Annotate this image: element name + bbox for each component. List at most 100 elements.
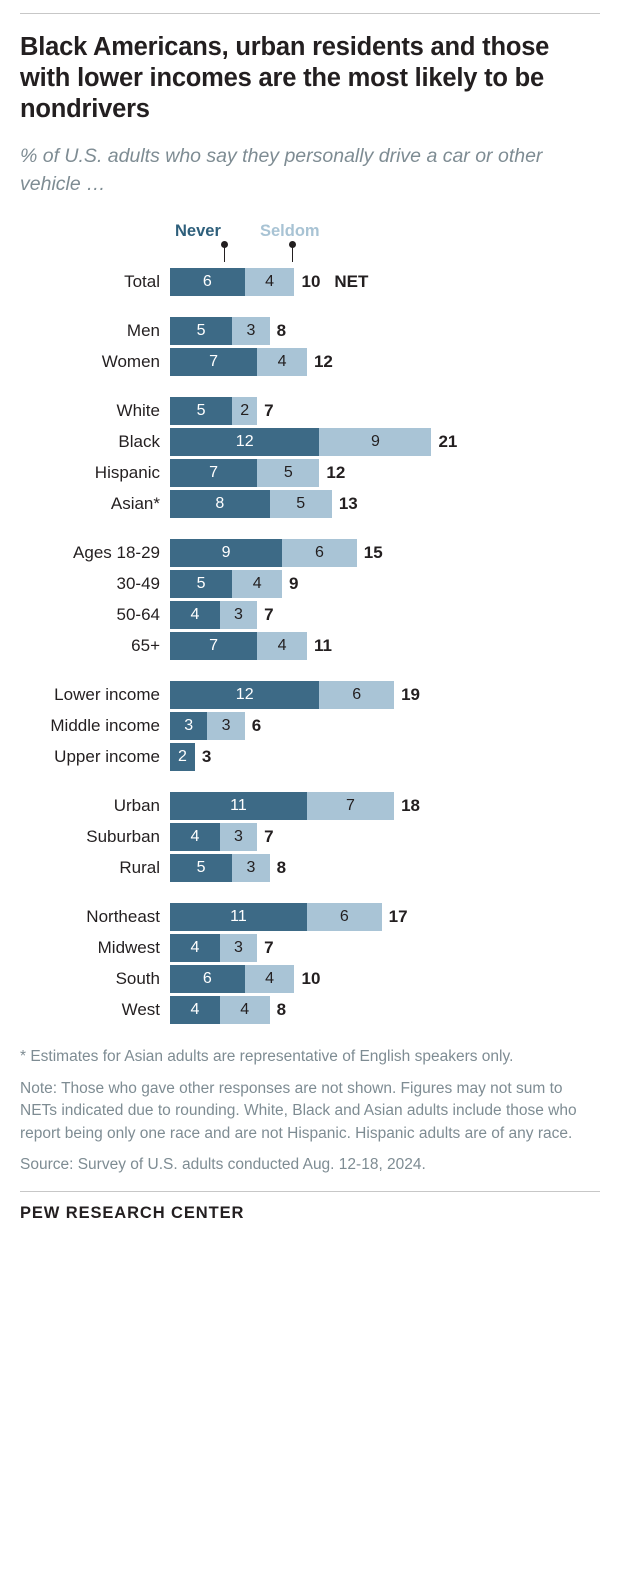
net-value: 19 [401, 685, 420, 704]
row-label: West [121, 1000, 160, 1019]
chart-row: Asian* 8 5 13 [20, 490, 600, 518]
chart-row: Rural 5 3 8 [20, 854, 600, 882]
chart-subtitle: % of U.S. adults who say they personally… [20, 145, 543, 195]
net-value: 12 [326, 463, 346, 482]
bar-segment-seldom: 9 [319, 428, 432, 456]
infographic-page: Black Americans, urban residents and tho… [0, 13, 620, 1593]
bar-segment-seldom: 6 [306, 903, 382, 931]
bar-segment-seldom: 3 [219, 934, 258, 962]
row-label: Rural [119, 858, 160, 877]
brand-label: PEW RESEARCH CENTER [20, 1203, 245, 1222]
bar-segment-seldom: 3 [232, 854, 270, 882]
row-label: Hispanic [94, 463, 160, 482]
chart-row: 30-49 5 4 9 [20, 570, 600, 598]
bar-segment-seldom: 3 [232, 317, 270, 345]
stacked-bar-chart: Never Seldom Total 6 4 10 NET Men 5 3 8 Women 7 4 12… [20, 222, 600, 1024]
row-label: Midwest [97, 938, 160, 957]
chart-row: Middle income 3 3 6 [20, 712, 600, 740]
legend-leader-never [224, 244, 225, 262]
row-label: 65+ [131, 636, 160, 655]
row-label: Middle income [50, 716, 160, 735]
net-value: 9 [289, 574, 299, 593]
net-value: 7 [264, 938, 274, 957]
bar-segment-seldom: 3 [207, 712, 245, 740]
bar-segment-seldom: 3 [219, 823, 258, 851]
net-value: 18 [401, 796, 420, 815]
bar-segment-never: 9 [170, 539, 283, 567]
bar-segment-never: 11 [170, 792, 307, 820]
chart-row: West 4 4 8 [20, 996, 600, 1024]
row-label: Upper income [54, 747, 160, 766]
top-divider [20, 13, 600, 14]
bar-segment-seldom: 3 [219, 601, 258, 629]
row-bars: 12 6 [170, 681, 395, 709]
row-bars: 12 9 [170, 428, 432, 456]
chart-row: Hispanic 7 5 12 [20, 459, 600, 487]
net-value: 8 [276, 858, 287, 877]
chart-row: Lower income 12 6 19 [20, 681, 600, 709]
bar-segment-never: 11 [170, 903, 307, 931]
legend-dot-seldom [289, 241, 296, 248]
chart-row: Men 5 3 8 [20, 317, 600, 345]
net-value: 10 [301, 969, 321, 988]
bar-segment-never: 7 [170, 459, 258, 487]
bar-segment-never: 12 [170, 428, 320, 456]
bar-segment-never: 5 [170, 570, 233, 598]
net-value: 12 [313, 352, 333, 371]
net-value: 7 [264, 401, 274, 420]
row-bars: 11 6 [170, 903, 382, 931]
bar-segment-never: 5 [170, 854, 233, 882]
bar-segment-never: 4 [170, 823, 220, 851]
chart-row: Upper income 2 3 [20, 743, 600, 771]
bar-segment-seldom: 2 [232, 397, 258, 425]
bar-segment-seldom: 6 [282, 539, 357, 567]
bar-segment-never: 8 [170, 490, 270, 518]
net-value: 11 [313, 636, 332, 655]
legend-item-never: Never [175, 222, 221, 240]
bar-segment-never: 4 [170, 934, 220, 962]
row-label: Northeast [86, 907, 160, 926]
chart-row: South 6 4 10 [20, 965, 600, 993]
bar-segment-seldom: 7 [306, 792, 395, 820]
row-label: Urban [113, 796, 160, 815]
chart-row: White 5 2 7 [20, 397, 600, 425]
row-label: Total [124, 272, 160, 291]
chart-legend: Never Seldom [20, 222, 600, 268]
row-label: South [115, 969, 160, 988]
chart-row: Suburban 4 3 7 [20, 823, 600, 851]
legend-dot-never [221, 241, 228, 248]
footnote-note: Note: Those who gave other responses are… [20, 1079, 577, 1142]
net-value: 13 [338, 494, 358, 513]
footnote-asterisk: * Estimates for Asian adults are represe… [20, 1048, 514, 1065]
chart-row: Total 6 4 10 NET [20, 268, 600, 296]
bar-segment-seldom: 5 [257, 459, 320, 487]
row-label: Black [118, 432, 160, 451]
net-value: 8 [276, 1000, 287, 1019]
row-label: 30-49 [116, 574, 160, 593]
bar-segment-never: 6 [170, 965, 245, 993]
bar-segment-never: 6 [170, 268, 245, 296]
row-label: Asian* [110, 494, 160, 513]
bar-segment-never: 5 [170, 317, 233, 345]
chart-row: Urban 11 7 18 [20, 792, 600, 820]
chart-rows: Total 6 4 10 NET Men 5 3 8 Women 7 4 12 White 5 2 7 Black… [20, 268, 600, 1024]
row-label: Suburban [86, 827, 160, 846]
chart-row: 65+ 7 4 11 [20, 632, 600, 660]
chart-row: Women 7 4 12 [20, 348, 600, 376]
row-bars: 2 [170, 743, 195, 771]
legend-item-seldom: Seldom [260, 222, 320, 240]
net-value: 15 [363, 543, 383, 562]
net-value: 21 [438, 432, 458, 451]
legend-leader-seldom [292, 244, 293, 262]
bar-segment-seldom: 4 [244, 965, 295, 993]
